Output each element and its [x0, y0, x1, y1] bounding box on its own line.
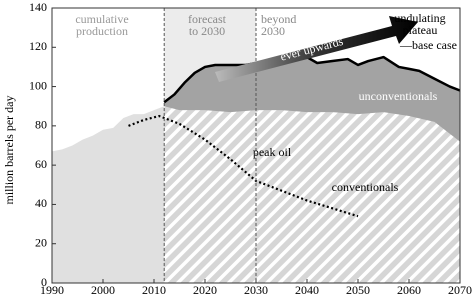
- period-label: production: [76, 24, 128, 38]
- x-tick-label: 2070: [448, 283, 472, 297]
- x-tick-label: 2040: [295, 283, 319, 297]
- x-tick-label: 2050: [346, 283, 370, 297]
- y-axis-label: million barrels per day: [2, 96, 16, 205]
- x-tick-label: 2060: [397, 283, 421, 297]
- y-tick-label: 80: [35, 118, 47, 132]
- y-tick-label: 60: [35, 157, 47, 171]
- peak-oil-line: [128, 114, 359, 218]
- series-label: peak oil: [253, 145, 292, 159]
- upward-arrow: [215, 16, 418, 82]
- y-tick-label: 0: [41, 275, 47, 289]
- annotation-label: undulating: [394, 11, 445, 25]
- series-label: —base case: [399, 38, 457, 52]
- series-label: conventionals: [332, 180, 399, 194]
- x-tick-label: 2010: [142, 283, 166, 297]
- conventionals-area: [164, 106, 460, 283]
- x-tick-label: 2000: [91, 283, 115, 297]
- x-tick-label: 1990: [40, 283, 64, 297]
- period-label: to 2030: [189, 24, 225, 38]
- y-tick-label: 100: [29, 78, 47, 92]
- y-tick-label: 20: [35, 235, 47, 249]
- annotation-label: unconventionals: [359, 89, 438, 103]
- period-label: 2030: [261, 24, 285, 38]
- x-tick-label: 2020: [193, 283, 217, 297]
- period-label: cumulative: [75, 12, 128, 26]
- y-tick-label: 120: [29, 39, 47, 53]
- period-label: forecast: [188, 12, 227, 26]
- y-tick-label: 140: [29, 0, 47, 14]
- period-label: beyond: [261, 12, 296, 26]
- annotation-label: plateau: [403, 23, 438, 37]
- x-tick-label: 2030: [244, 283, 268, 297]
- y-tick-label: 40: [35, 196, 47, 210]
- production-area: [52, 106, 165, 283]
